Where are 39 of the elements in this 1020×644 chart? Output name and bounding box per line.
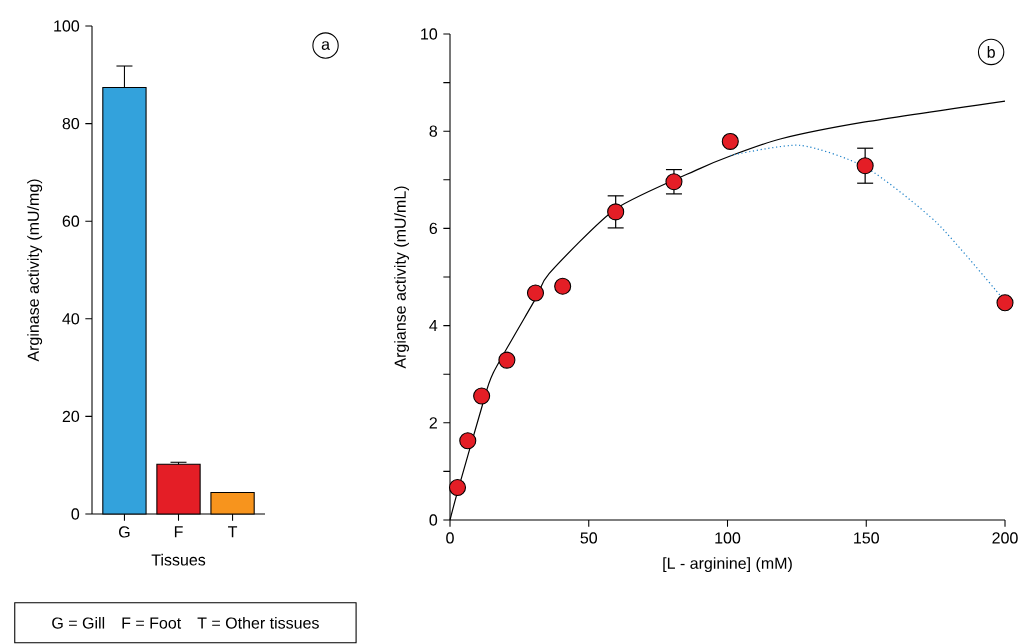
text: T = Other tissues	[197, 616, 319, 629]
x-tick-label: 0	[446, 532, 454, 544]
x-tick-label: 200	[992, 532, 1018, 544]
point	[459, 432, 477, 450]
x-tick-label: F	[174, 526, 183, 538]
y-tick-label: 100	[54, 20, 80, 32]
x-tick-label: 50	[580, 532, 598, 544]
text: F = Foot	[122, 617, 182, 629]
x-tick-label: T	[228, 526, 238, 538]
y-axis-title: Argianse activity (mU/mL)	[394, 186, 410, 369]
y-tick-label: 6	[429, 222, 438, 235]
point	[526, 284, 545, 302]
text: a	[321, 41, 330, 50]
y-axis-title: Arginase activity (mU/mg)	[27, 179, 43, 362]
point	[607, 203, 625, 221]
text: G = Gill	[52, 616, 105, 629]
x-axis-title: Tissues	[151, 553, 206, 566]
y-tick-label: 60	[62, 215, 80, 227]
y-tick-label: 4	[429, 320, 438, 332]
y-tick-label: 20	[62, 410, 80, 423]
x-tick-label: 100	[715, 532, 741, 544]
point	[856, 157, 874, 175]
y-tick-label: 10	[421, 28, 438, 40]
y-tick-label: 8	[429, 125, 438, 137]
y-tick-label: 80	[62, 117, 80, 130]
point	[554, 277, 572, 295]
x-tick-label: G	[119, 526, 130, 538]
point	[473, 387, 491, 405]
point	[665, 173, 683, 191]
point	[448, 478, 467, 496]
y-tick-label: 0	[71, 508, 80, 520]
annotation: b	[987, 46, 995, 58]
point	[721, 132, 739, 150]
x-tick-label: 150	[854, 532, 879, 544]
y-tick-label: 2	[429, 417, 437, 429]
y-tick-label: 40	[62, 313, 80, 325]
x-axis-title: [L - arginine] (mM)	[663, 557, 792, 573]
point	[498, 351, 516, 369]
y-tick-label: 0	[429, 514, 438, 526]
